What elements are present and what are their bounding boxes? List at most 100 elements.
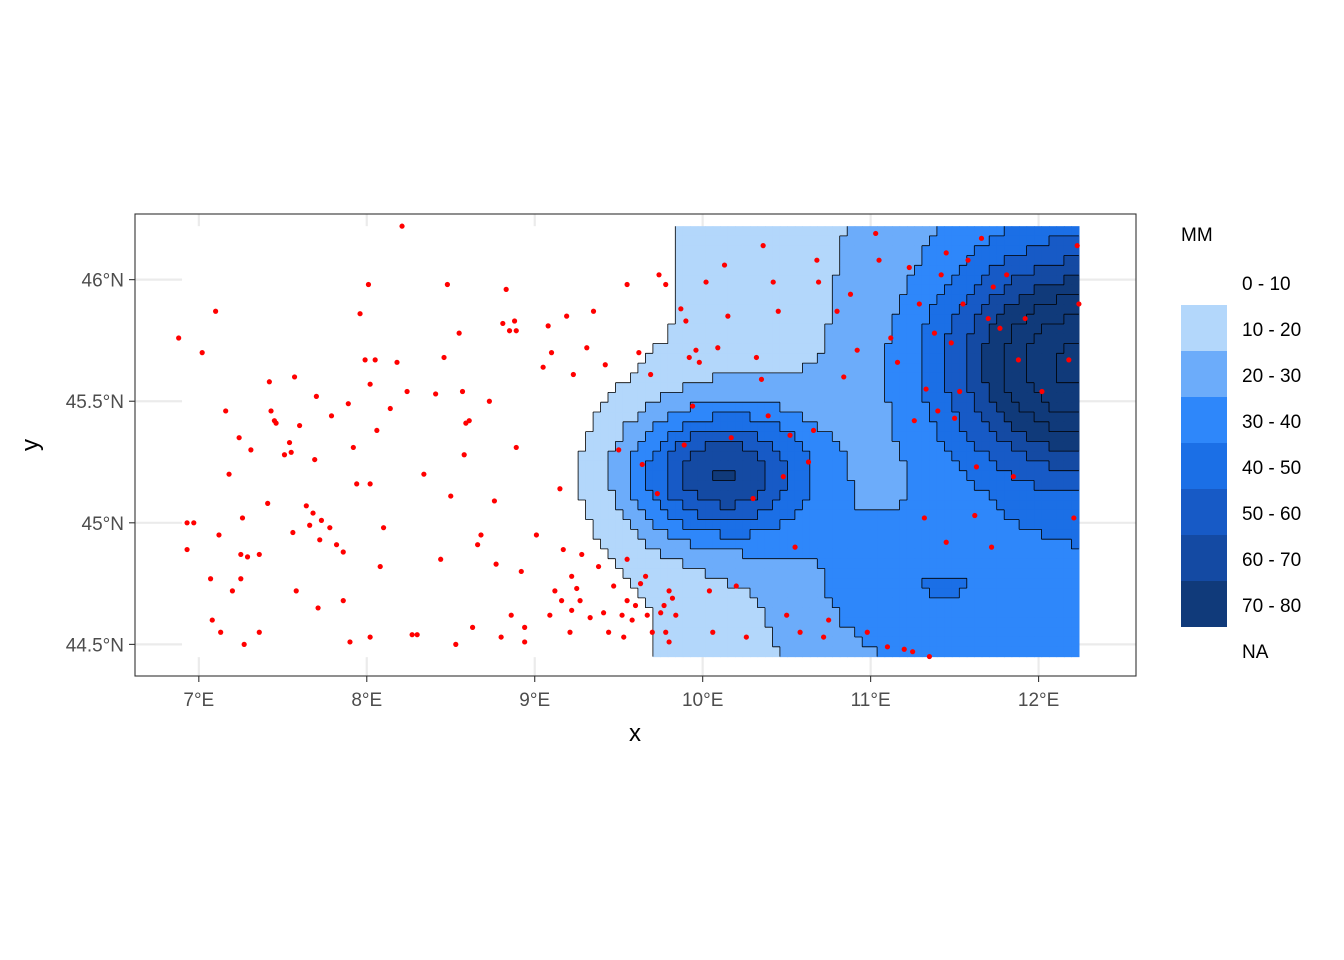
field-cell (996, 275, 1005, 286)
field-cell (182, 333, 191, 345)
field-cell (338, 294, 348, 306)
field-cell (705, 392, 714, 403)
field-cell (1049, 490, 1058, 501)
field-cell (877, 617, 886, 628)
field-cell (570, 323, 579, 335)
field-cell (256, 539, 265, 550)
field-cell (361, 392, 370, 403)
field-cell (555, 314, 564, 325)
field-cell (1056, 284, 1065, 296)
field-cell (600, 323, 609, 335)
field-cell (892, 412, 901, 423)
field-cell (518, 294, 527, 306)
field-cell (630, 578, 639, 589)
field-cell (854, 323, 863, 335)
field-cell (630, 294, 639, 306)
field-cell (652, 226, 661, 237)
field-cell (249, 392, 258, 403)
field-cell (204, 255, 213, 266)
field-cell (764, 490, 774, 501)
field-cell (854, 372, 863, 384)
field-cell (675, 548, 684, 560)
field-cell (966, 519, 975, 530)
field-cell (1049, 245, 1058, 257)
field-cell (959, 578, 968, 589)
field-cell (383, 509, 392, 521)
field-cell (555, 363, 564, 374)
field-cell (182, 500, 191, 511)
field-cell (264, 617, 273, 628)
field-cell (981, 382, 990, 394)
field-cell (936, 333, 945, 345)
field-cell (705, 431, 714, 442)
field-cell (892, 275, 901, 286)
field-cell (578, 627, 587, 638)
field-cell (951, 245, 960, 257)
field-cell (645, 519, 654, 530)
field-cell (428, 226, 437, 237)
field-cell (473, 294, 482, 306)
field-cell (234, 539, 243, 550)
field-cell (974, 235, 983, 247)
field-cell (578, 265, 587, 276)
field-cell (413, 294, 422, 306)
field-cell (286, 441, 295, 452)
field-cell (637, 568, 647, 579)
field-cell (809, 460, 818, 472)
field-cell (466, 529, 475, 540)
field-cell (346, 343, 355, 354)
field-cell (226, 294, 235, 306)
field-cell (510, 226, 519, 237)
field-cell (906, 392, 916, 403)
field-cell (331, 382, 340, 394)
field-cell (824, 392, 833, 403)
field-cell (645, 539, 654, 550)
field-cell (316, 529, 325, 540)
field-cell (802, 343, 811, 354)
field-cell (757, 245, 766, 257)
field-cell (466, 548, 475, 560)
field-cell (720, 509, 729, 521)
field-cell (578, 343, 587, 354)
field-cell (652, 548, 661, 560)
field-cell (338, 392, 348, 403)
field-cell (914, 304, 923, 315)
field-cell (862, 460, 871, 472)
field-cell (615, 441, 624, 452)
field-cell (974, 431, 983, 442)
field-cell (839, 578, 848, 589)
field-cell (219, 304, 228, 315)
field-cell (764, 402, 774, 413)
field-cell (548, 245, 557, 257)
field-cell (720, 275, 729, 286)
field-cell (294, 470, 303, 482)
field-cell (458, 235, 467, 247)
field-cell (413, 314, 422, 325)
field-cell (503, 323, 512, 335)
field-cell (951, 451, 960, 462)
field-cell (480, 460, 490, 472)
field-cell (600, 245, 609, 257)
field-cell (600, 382, 609, 394)
field-cell (361, 539, 370, 550)
field-cell (436, 519, 445, 530)
field-cell (271, 568, 280, 579)
field-cell (809, 539, 818, 550)
field-cell (316, 460, 325, 472)
field-cell (1011, 343, 1020, 354)
field-cell (877, 490, 886, 501)
field-cell (959, 294, 968, 306)
field-cell (488, 431, 497, 442)
field-cell (204, 226, 213, 237)
field-cell (518, 539, 527, 550)
field-cell (182, 304, 191, 315)
field-cell (1041, 578, 1050, 589)
field-cell (428, 597, 437, 609)
field-cell (600, 372, 609, 384)
field-cell (324, 372, 333, 384)
field-cell (309, 353, 318, 364)
field-cell (1071, 431, 1080, 442)
field-cell (256, 441, 265, 452)
field-cell (234, 372, 243, 384)
field-cell (578, 431, 587, 442)
